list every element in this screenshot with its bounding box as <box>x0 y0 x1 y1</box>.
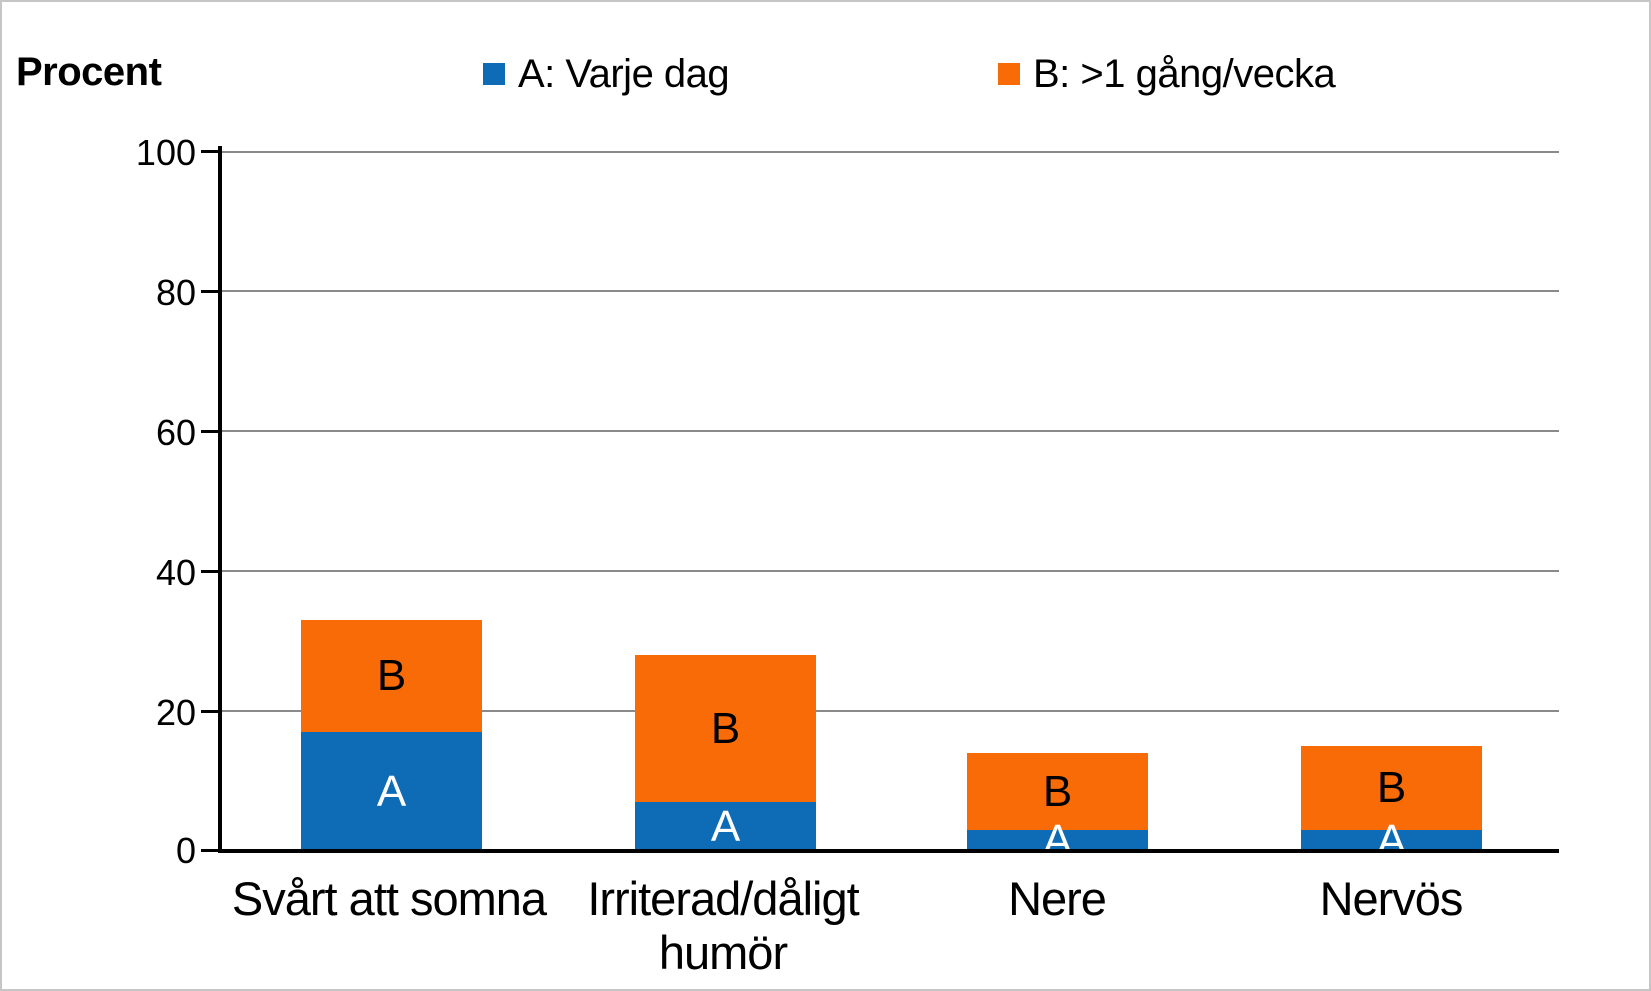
gridline-100 <box>222 151 1559 153</box>
bar-segment-label-b: B <box>710 703 741 753</box>
y-tick-label-20: 20 <box>155 692 196 733</box>
gridline-80 <box>222 290 1559 292</box>
bar-segment-label-b: B <box>1042 766 1073 816</box>
gridline-40 <box>222 570 1559 572</box>
y-tick-label-40: 40 <box>155 552 196 593</box>
bar-segment-b: B <box>301 620 482 732</box>
legend-item-a: A: Varje dag <box>483 52 730 96</box>
legend-item-b: B: >1 gång/vecka <box>998 52 1336 96</box>
bar-segment-label-a: A <box>376 766 407 816</box>
bar-segment-label-b: B <box>376 651 407 700</box>
bar-segment-label-a: A <box>1042 815 1073 865</box>
legend-label-a: A: Varje dag <box>518 51 730 96</box>
bar-segment-a: A <box>967 818 1148 862</box>
legend-label-b: B: >1 gång/vecka <box>1033 51 1336 96</box>
x-axis-line <box>218 849 1559 853</box>
y-axis-line <box>218 146 222 853</box>
gridline-60 <box>222 430 1559 432</box>
bar-segment-label-b: B <box>1376 763 1407 812</box>
bar-segment-b: B <box>967 753 1148 830</box>
bar-segment-label-a: A <box>1376 815 1407 865</box>
y-tick-label-0: 0 <box>175 830 196 871</box>
bar-segment-a: A <box>635 802 816 851</box>
x-label-svart-att-somna: Svårt att somna <box>231 872 547 925</box>
y-tick-100 <box>201 150 218 153</box>
bar-segment-a: A <box>301 732 482 851</box>
bar-segment-a: A <box>1301 818 1482 862</box>
x-label-nervos: Nervös <box>1319 872 1464 925</box>
gridline-20 <box>222 710 1559 712</box>
y-tick-20 <box>201 710 218 713</box>
y-tick-0 <box>201 849 218 852</box>
bar-segment-label-a: A <box>710 801 741 851</box>
y-tick-label-60: 60 <box>155 412 196 453</box>
legend-swatch-b <box>998 63 1020 85</box>
bar-segment-b: B <box>1301 746 1482 830</box>
legend-swatch-a <box>483 63 505 85</box>
bar-segment-b: B <box>635 655 816 802</box>
y-tick-label-80: 80 <box>155 272 196 313</box>
y-tick-80 <box>201 290 218 293</box>
y-tick-label-100: 100 <box>135 132 196 173</box>
x-label-nere: Nere <box>1008 872 1107 925</box>
y-tick-40 <box>201 570 218 573</box>
y-tick-60 <box>201 430 218 433</box>
x-label-irriterad-daligt-humor: Irriterad/dåligt humör <box>587 872 859 979</box>
y-axis-title: Procent <box>16 50 162 94</box>
